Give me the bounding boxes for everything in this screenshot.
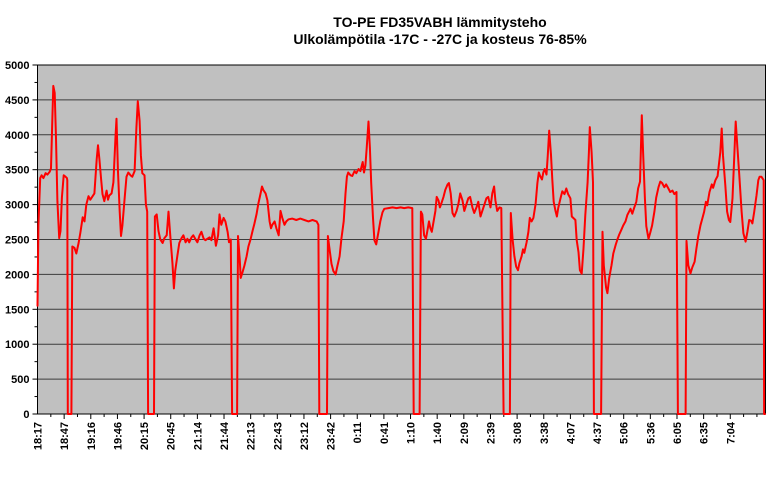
x-axis-tick-label: 3:08: [512, 422, 524, 444]
x-axis-tick-label: 6:05: [672, 422, 684, 444]
x-axis-tick-label: 5:06: [619, 422, 631, 444]
x-axis-tick-label: 20:45: [166, 422, 178, 450]
plot-area: 0 500 1000 1500 2000 2500 3000 3500 4000 4500 5000…: [5, 60, 766, 450]
x-axis-tick-label: 5:36: [645, 422, 657, 444]
x-axis-tick-label: 22:13: [246, 422, 258, 450]
x-axis-tick-label: 23:12: [299, 422, 311, 450]
x-axis-tick-label: 2:39: [485, 422, 497, 444]
chart-title: TO-PE FD35VABH lämmitysteho: [333, 14, 546, 30]
x-axis-tick-label: 3:38: [539, 422, 551, 444]
y-axis-labels: 0 500 1000 1500 2000 2500 3000 3500 4000 4500 5000: [5, 60, 29, 421]
y-axis-tick-label: 3500: [5, 165, 29, 177]
x-axis-tick-label: 19:16: [86, 422, 98, 450]
chart-subtitle: Ulkolämpötila -17C - -27C ja kosteus 76-…: [293, 31, 587, 47]
x-axis-tick-label: 18:47: [59, 422, 71, 450]
y-axis-tick-label: 0: [23, 409, 29, 421]
x-axis-tick-label: 6:35: [699, 422, 711, 444]
y-axis-tick-label: 2000: [5, 269, 29, 281]
x-axis-tick-label: 22:43: [272, 422, 284, 450]
x-axis-tick-label: 20:15: [139, 422, 151, 450]
y-axis-tick-label: 4500: [5, 95, 29, 107]
x-axis-tick-label: 1:40: [432, 422, 444, 444]
x-axis-tick-label: 4:37: [592, 422, 604, 444]
y-axis-tick-label: 4000: [5, 130, 29, 142]
x-axis-tick-label: 7:04: [725, 421, 737, 444]
x-axis-tick-label: 23:42: [326, 422, 338, 450]
x-axis-tick-label: 21:14: [192, 421, 204, 450]
x-axis-tick-label: 0:41: [379, 422, 391, 444]
y-axis-tick-label: 2500: [5, 235, 29, 247]
y-axis-tick-label: 3000: [5, 200, 29, 212]
y-axis-tick-label: 1000: [5, 339, 29, 351]
y-axis-tick-label: 1500: [5, 304, 29, 316]
y-axis-tick-label: 5000: [5, 60, 29, 72]
x-axis-tick-label: 19:46: [112, 422, 124, 450]
x-axis-tick-label: 1:10: [406, 422, 418, 444]
x-axis-tick-label: 0:11: [352, 422, 364, 443]
y-axis-tick-label: 500: [11, 374, 29, 386]
series-line: [36, 84, 766, 415]
x-axis-labels: 18:17 18:47 19:16 19:46 20:15 20:45 21:14 21:44…: [33, 421, 738, 450]
x-axis-tick-label: 21:44: [219, 421, 231, 450]
axis-ticks: [32, 64, 758, 419]
x-axis-tick-label: 4:07: [565, 422, 577, 444]
x-axis-tick-label: 2:09: [459, 422, 471, 444]
x-axis-tick-label: 18:17: [33, 422, 45, 450]
